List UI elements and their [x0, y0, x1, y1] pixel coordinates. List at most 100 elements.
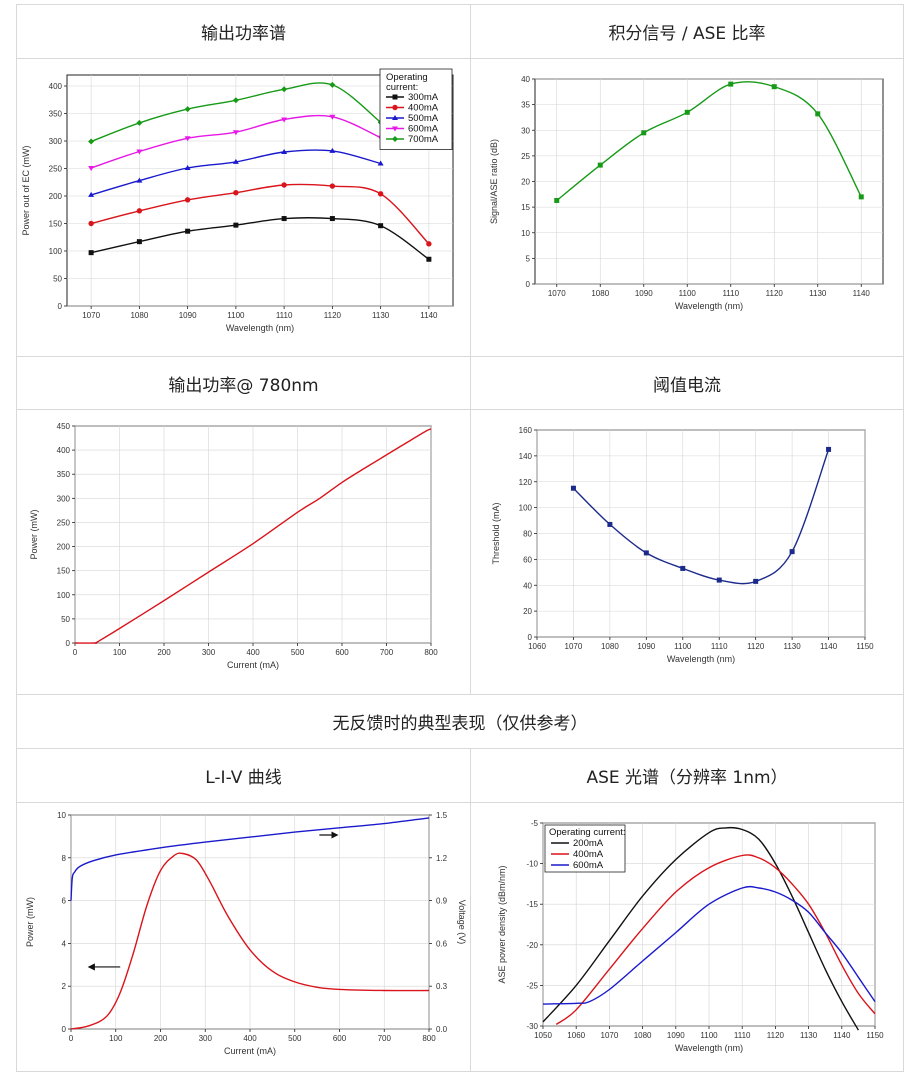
data-point [858, 194, 864, 200]
y-tick-label: 50 [53, 275, 62, 284]
x-tick-label: 1050 [534, 1031, 552, 1040]
y-tick-label: 160 [519, 426, 533, 435]
y-tick-label: -5 [531, 819, 539, 828]
data-point [232, 130, 239, 136]
y-axis-label: Threshold (mA) [491, 502, 501, 564]
x-axis-label: Current (mA) [224, 1046, 276, 1056]
series-700mA [88, 81, 384, 145]
power-spectrum-chart: 1070 1080 1090 1100 1110 1120 1130 1140 0 50 100 15… [21, 68, 454, 333]
y-tick-label: 300 [49, 137, 63, 146]
y-tick-label: -25 [526, 981, 538, 990]
banner-no-feedback: 无反馈时的典型表现（仅供参考） [16, 694, 904, 749]
x-tick-label: 1090 [635, 289, 653, 298]
data-point [88, 250, 94, 256]
data-point [184, 197, 191, 203]
cell-liv: 0 100 200 300 400 500 600 700 800 0 2 4 6 8 10 0.0 0.3 0.… [16, 802, 471, 1072]
x-tick-label: 1060 [567, 1031, 585, 1040]
legend-label: 200mA [573, 838, 604, 849]
y-tick-label: 2 [62, 982, 67, 991]
y2-tick-label: 1.5 [436, 811, 448, 820]
x-tick-label: 500 [288, 1034, 302, 1043]
series-line [542, 885, 876, 1005]
y-tick-label: 200 [57, 543, 71, 552]
y-tick-label: 100 [49, 247, 63, 256]
y-tick-label: 50 [61, 615, 70, 624]
data-point [88, 220, 94, 227]
y2-axis-label: Voltage (V) [457, 900, 467, 945]
y-tick-label: 0 [66, 639, 71, 648]
y-tick-label: 140 [519, 452, 533, 461]
x-tick-label: 1080 [591, 289, 609, 298]
cell-ase-spectrum: 1050 1060 1070 1080 1090 1100 1110 1120 1130 1140… [470, 802, 904, 1072]
series-line [74, 428, 432, 645]
legend-swatch-marker [392, 136, 398, 142]
x-tick-label: 400 [243, 1034, 257, 1043]
data-point [426, 256, 432, 262]
legend-label: 300mA [408, 92, 439, 103]
x-tick-label: 0 [69, 1034, 74, 1043]
legend-title-line-1: Operating [386, 72, 428, 83]
x-tick-label: 1150 [866, 1031, 884, 1040]
legend-title: Operating current: [549, 827, 626, 838]
y-tick-label: 0 [62, 1025, 67, 1034]
x-tick-label: 1150 [856, 642, 874, 651]
series-s0 [70, 852, 430, 1030]
data-point [607, 521, 613, 527]
spec-table: 输出功率谱 积分信号 / ASE 比率 1070 1080 1090 1100 1110… [16, 4, 904, 1072]
x-tick-label: 1110 [711, 642, 728, 651]
power-780-chart: 0 100 200 300 400 500 600 700 800 0 50 100 150 200 250… [29, 422, 438, 670]
x-tick-label: 1120 [766, 289, 784, 298]
y-tick-label: 400 [57, 446, 71, 455]
data-point [88, 191, 95, 197]
series-line [555, 854, 876, 1025]
legend-title-line-2: current: [386, 82, 418, 93]
data-point [716, 577, 722, 583]
x-tick-label: 1100 [227, 311, 245, 320]
y-tick-label: 100 [57, 591, 71, 600]
x-tick-label: 1070 [565, 642, 583, 651]
series-200mA [542, 826, 860, 1031]
x-tick-label: 1090 [667, 1031, 685, 1040]
y-tick-label: 300 [57, 494, 71, 503]
cell-power-780: 0 100 200 300 400 500 600 700 800 0 50 100 150 200 250… [16, 409, 471, 695]
header-threshold-current: 阈值电流 [470, 356, 904, 410]
data-point [426, 241, 432, 247]
y-tick-label: 450 [57, 422, 71, 431]
series-400mA [555, 854, 876, 1025]
x-tick-label: 1140 [820, 642, 838, 651]
header-signal-ase-ratio: 积分信号 / ASE 比率 [470, 4, 904, 59]
y-axis-label: ASE power density (dBm/nm) [497, 865, 507, 983]
x-tick-label: 0 [73, 648, 78, 657]
data-point [136, 149, 143, 155]
x-tick-label: 1110 [722, 289, 739, 298]
x-tick-label: 1080 [634, 1031, 652, 1040]
data-point [136, 239, 142, 245]
signal-ase-chart: 1070 1080 1090 1100 1110 1120 1130 1140 0 5 10 15 20… [489, 75, 884, 311]
cell-power-spectrum: 1070 1080 1090 1100 1110 1120 1130 1140 0 50 100 15… [16, 58, 471, 357]
header-ase-spectrum: ASE 光谱（分辨率 1nm） [470, 748, 904, 803]
data-point [329, 183, 336, 189]
y-axis-label: Power (mW) [29, 510, 39, 560]
x-tick-label: 600 [335, 648, 349, 657]
y-tick-label: -15 [526, 900, 538, 909]
series-500mA [88, 147, 384, 197]
y-tick-label: 350 [57, 470, 71, 479]
x-axis-label: Wavelength (nm) [675, 301, 743, 311]
data-point [329, 114, 336, 120]
x-axis-label: Wavelength (nm) [667, 654, 735, 664]
y-tick-label: 20 [521, 178, 530, 187]
data-point [826, 446, 832, 452]
x-tick-label: 800 [424, 648, 438, 657]
x-tick-label: 1120 [747, 642, 765, 651]
series-s0 [74, 428, 432, 645]
x-tick-label: 1070 [548, 289, 566, 298]
x-tick-label: 700 [378, 1034, 392, 1043]
data-point [597, 162, 603, 168]
x-tick-label: 1110 [734, 1031, 751, 1040]
x-tick-label: 1060 [528, 642, 546, 651]
series-line [70, 852, 430, 1030]
cell-signal-ase: 1070 1080 1090 1100 1110 1120 1130 1140 0 5 10 15 20… [470, 58, 904, 357]
y2-tick-label: 0.6 [436, 939, 448, 948]
x-tick-label: 1140 [420, 311, 438, 320]
